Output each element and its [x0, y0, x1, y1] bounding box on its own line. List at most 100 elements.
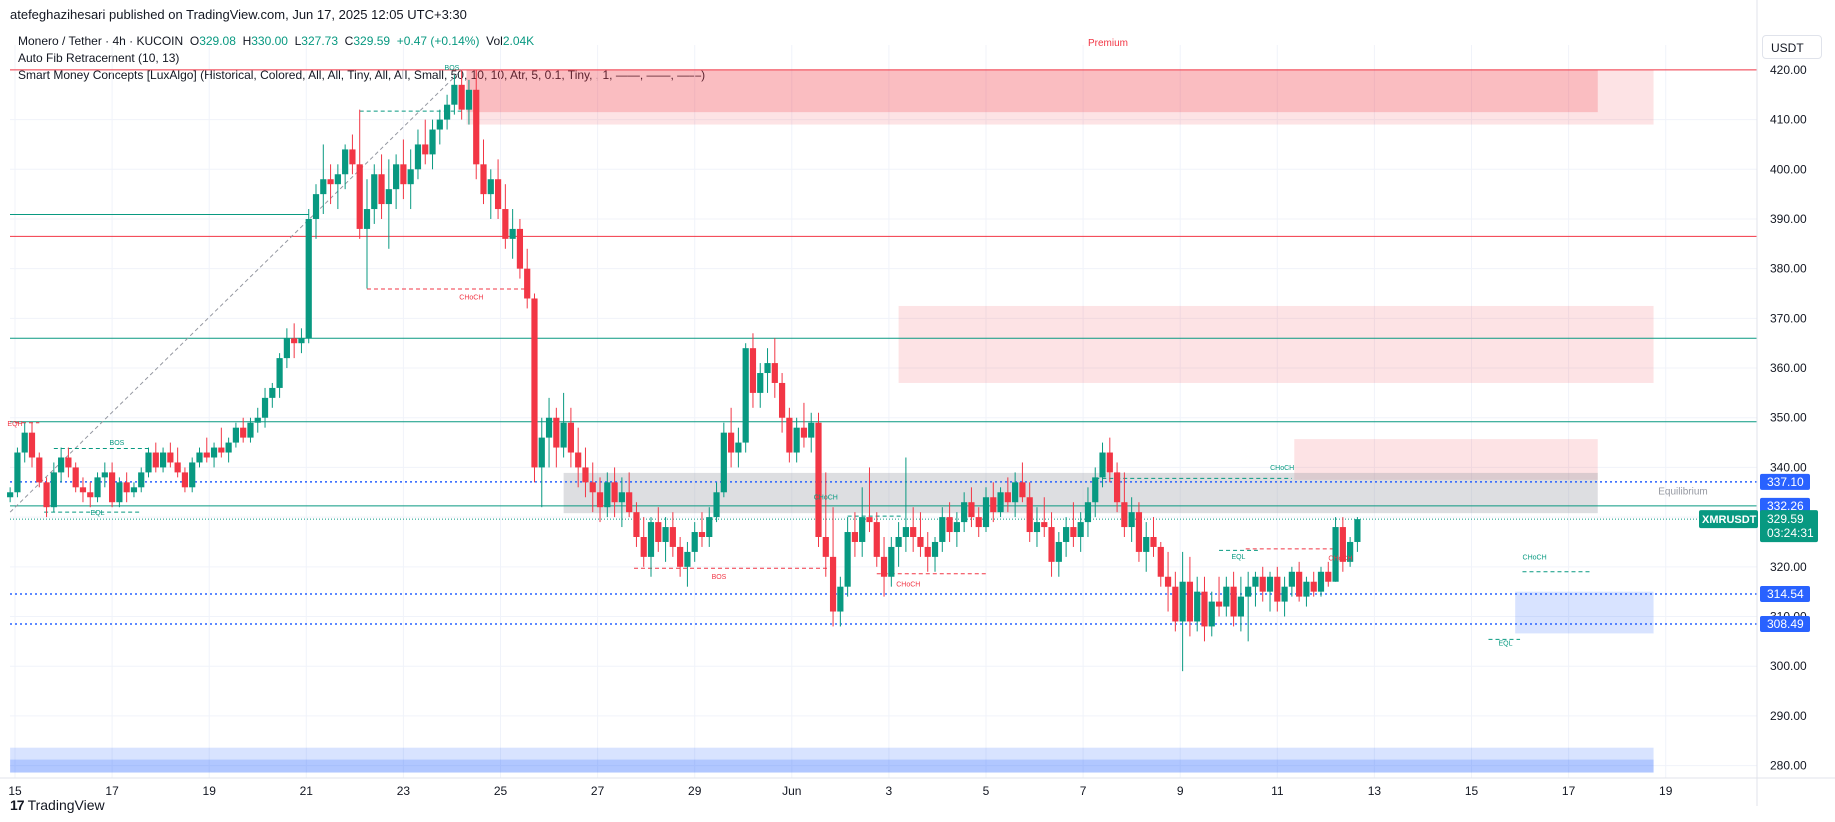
candle-body	[414, 144, 422, 170]
candle	[385, 159, 392, 249]
candle-body	[822, 537, 829, 557]
candle	[1150, 517, 1157, 557]
change-value: +0.47 (+0.14%)	[396, 34, 480, 48]
price-axis-tag	[1760, 473, 1810, 490]
candle	[327, 164, 334, 205]
candle-body	[356, 164, 363, 229]
candle	[138, 467, 145, 493]
candle	[189, 457, 196, 493]
y-tick-label: 340.00	[1770, 460, 1807, 474]
candle	[567, 407, 574, 468]
candle	[1121, 472, 1128, 537]
indicator-smc[interactable]: Smart Money Concepts [LuxAlgo] (Historic…	[18, 68, 706, 82]
candle-body	[87, 492, 94, 498]
candle-body	[1215, 601, 1223, 607]
candle-body	[793, 427, 800, 453]
candle-body	[757, 373, 764, 393]
candle-body	[283, 338, 290, 359]
candle-body	[1128, 512, 1135, 528]
candle-body	[1033, 522, 1041, 533]
candle	[356, 109, 363, 239]
candle	[1179, 551, 1186, 672]
candle	[880, 537, 888, 597]
tradingview-logo[interactable]: 17 TradingView	[10, 797, 105, 813]
candle-body	[953, 522, 960, 533]
candle	[174, 447, 181, 478]
candle	[553, 407, 560, 468]
candle	[50, 462, 57, 513]
candle-body	[138, 472, 145, 488]
candle	[1186, 556, 1194, 637]
candle-body	[1339, 527, 1346, 562]
candle	[851, 512, 859, 557]
candle	[975, 507, 982, 537]
candle	[829, 507, 837, 627]
candle	[218, 427, 225, 458]
x-tick-label: 25	[494, 784, 508, 798]
candle-body	[1347, 541, 1354, 562]
candle	[378, 154, 385, 219]
x-tick-label: 5	[983, 784, 990, 798]
candle-body	[902, 527, 909, 537]
candle	[167, 442, 174, 468]
candle	[640, 517, 647, 567]
candle	[604, 472, 611, 518]
candle-body	[1230, 586, 1237, 617]
candle	[778, 373, 786, 433]
zone-box	[1294, 439, 1598, 480]
x-tick-label: 3	[886, 784, 893, 798]
candle-body	[589, 482, 596, 493]
candle	[684, 541, 691, 587]
candle-body	[509, 228, 516, 239]
candle-body	[677, 546, 684, 567]
candle-body	[1245, 586, 1252, 597]
candle-body	[800, 427, 808, 438]
candle	[480, 139, 487, 205]
symbol-name[interactable]: Monero / Tether · 4h · KUCOIN	[18, 34, 184, 48]
candle-body	[713, 492, 720, 518]
candle	[873, 512, 880, 567]
candle-body	[669, 527, 676, 547]
candle-body	[1004, 492, 1011, 503]
candle	[698, 512, 706, 547]
candle	[982, 487, 990, 533]
zone-box	[466, 69, 1598, 113]
candle-body	[101, 472, 108, 478]
candle	[771, 338, 778, 398]
candle-body	[1223, 586, 1230, 607]
candle-body	[1012, 482, 1019, 503]
x-tick-label: 19	[1659, 784, 1673, 798]
candle-body	[43, 482, 50, 508]
candle-body	[334, 174, 341, 185]
indicator-fib[interactable]: Auto Fib Retracement (10, 13)	[18, 51, 180, 65]
candle	[407, 149, 414, 210]
candle	[1019, 462, 1026, 503]
candle-body	[378, 174, 385, 205]
currency-button[interactable]: USDT	[1762, 35, 1822, 59]
candle	[1266, 571, 1274, 612]
candle-body	[261, 397, 269, 418]
candle	[844, 517, 851, 597]
candle	[123, 472, 130, 503]
candle	[757, 363, 764, 408]
candle-body	[1055, 541, 1062, 562]
candle-body	[691, 532, 698, 552]
candle-body	[465, 89, 473, 110]
candle-body	[866, 517, 873, 523]
candle	[1296, 561, 1303, 602]
candle-body	[422, 144, 429, 155]
open-label: O	[189, 34, 200, 48]
candle	[305, 209, 312, 344]
candle	[953, 512, 960, 547]
y-tick-label: 280.00	[1770, 759, 1807, 773]
price-axis-tag-text: 314.54	[1767, 587, 1804, 601]
candle	[14, 447, 21, 498]
candle-body	[400, 164, 407, 185]
candle-body	[1325, 571, 1332, 582]
candle	[1237, 576, 1244, 632]
open-value: 329.08	[199, 34, 236, 48]
candle	[545, 397, 553, 468]
candle	[232, 422, 240, 448]
candle	[575, 427, 582, 488]
